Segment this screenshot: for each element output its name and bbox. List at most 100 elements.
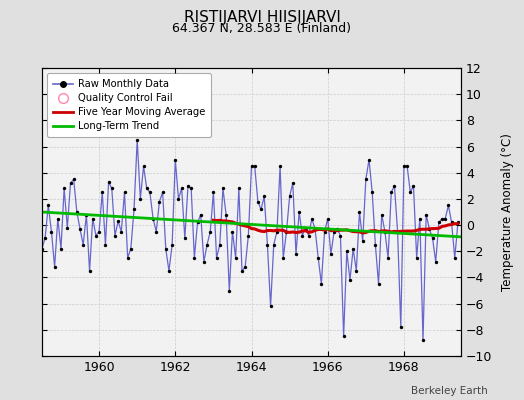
Point: [343, 248, 351, 254]
Point: [31, 193, 40, 200]
Point: [247, 163, 256, 169]
Point: [127, 246, 135, 252]
Point: [419, 337, 427, 344]
Point: [143, 185, 151, 192]
Point: [374, 281, 383, 287]
Point: [152, 228, 160, 235]
Point: [184, 183, 192, 189]
Point: [282, 228, 291, 235]
Point: [57, 246, 65, 252]
Point: [121, 189, 129, 196]
Point: [330, 228, 339, 235]
Point: [260, 193, 268, 200]
Point: [178, 185, 186, 192]
Point: [336, 232, 345, 239]
Point: [19, 156, 27, 163]
Point: [146, 189, 154, 196]
Point: [304, 232, 313, 239]
Point: [114, 218, 122, 224]
Point: [409, 183, 418, 189]
Point: [196, 212, 205, 218]
Point: [257, 206, 265, 212]
Point: [238, 268, 246, 274]
Point: [384, 255, 392, 261]
Point: [111, 232, 119, 239]
Point: [292, 251, 300, 257]
Point: [387, 189, 396, 196]
Point: [171, 156, 180, 163]
Point: [41, 235, 49, 241]
Point: [63, 224, 72, 231]
Point: [390, 183, 399, 189]
Point: [203, 242, 211, 248]
Point: [190, 255, 199, 261]
Point: [276, 163, 285, 169]
Point: [352, 268, 361, 274]
Point: [133, 137, 141, 143]
Point: [136, 196, 145, 202]
Point: [320, 228, 329, 235]
Point: [241, 264, 249, 270]
Point: [266, 303, 275, 310]
Point: [340, 333, 348, 340]
Point: [155, 198, 163, 205]
Point: [317, 281, 325, 287]
Point: [425, 226, 433, 232]
Point: [358, 238, 367, 244]
Point: [451, 255, 459, 261]
Point: [168, 242, 177, 248]
Point: [381, 228, 389, 235]
Point: [193, 219, 202, 226]
Point: [428, 235, 436, 241]
Point: [416, 215, 424, 222]
Text: 64.367 N, 28.583 E (Finland): 64.367 N, 28.583 E (Finland): [172, 22, 352, 35]
Legend: Raw Monthly Data, Quality Control Fail, Five Year Moving Average, Long-Term Tren: Raw Monthly Data, Quality Control Fail, …: [47, 73, 211, 137]
Point: [378, 212, 386, 218]
Point: [219, 185, 227, 192]
Point: [454, 219, 462, 226]
Point: [308, 215, 316, 222]
Point: [50, 264, 59, 270]
Point: [273, 228, 281, 235]
Point: [124, 255, 132, 261]
Point: [397, 324, 405, 330]
Point: [438, 215, 446, 222]
Point: [165, 268, 173, 274]
Point: [314, 255, 322, 261]
Point: [346, 277, 354, 283]
Point: [89, 215, 97, 222]
Point: [79, 242, 88, 248]
Point: [225, 287, 234, 294]
Point: [70, 176, 78, 182]
Point: [44, 202, 52, 209]
Point: [441, 215, 450, 222]
Point: [181, 235, 189, 241]
Point: [139, 163, 148, 169]
Point: [104, 179, 113, 185]
Point: [263, 242, 271, 248]
Text: RISTIJARVI HIISIJARVI: RISTIJARVI HIISIJARVI: [183, 10, 341, 25]
Point: [431, 258, 440, 265]
Point: [254, 198, 262, 205]
Point: [161, 246, 170, 252]
Point: [76, 226, 84, 232]
Point: [400, 163, 408, 169]
Point: [235, 185, 243, 192]
Point: [206, 228, 214, 235]
Point: [403, 163, 411, 169]
Point: [82, 212, 91, 218]
Point: [371, 242, 379, 248]
Point: [362, 176, 370, 182]
Point: [35, 226, 43, 232]
Point: [289, 180, 297, 186]
Point: [200, 258, 208, 265]
Point: [286, 193, 294, 200]
Point: [73, 209, 81, 215]
Point: [244, 232, 253, 239]
Point: [117, 228, 125, 235]
Point: [28, 242, 37, 248]
Point: [209, 189, 217, 196]
Point: [187, 185, 195, 192]
Point: [311, 226, 319, 232]
Point: [107, 185, 116, 192]
